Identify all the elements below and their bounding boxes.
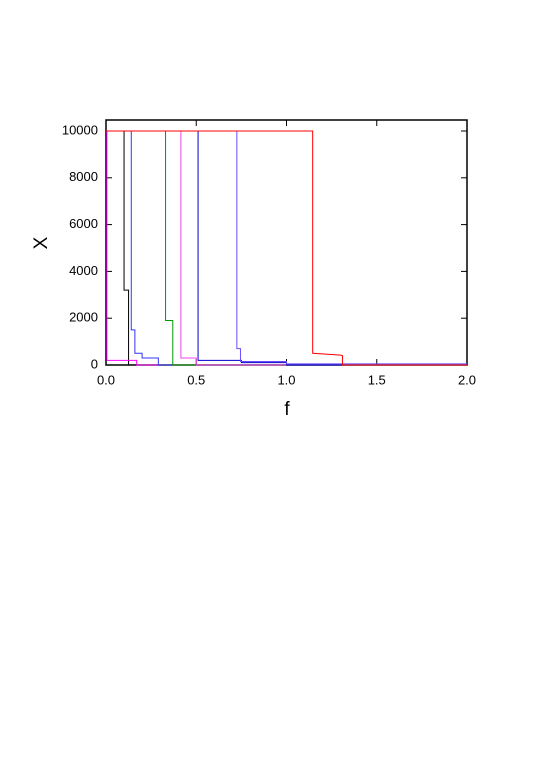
series-line <box>106 130 467 366</box>
y-tick-label: 4000 <box>69 263 98 278</box>
series-line <box>106 130 467 366</box>
x-tick-label: 0.5 <box>187 372 205 387</box>
series-line <box>106 130 467 366</box>
series-line <box>106 130 467 366</box>
y-tick-label: 6000 <box>69 216 98 231</box>
y-tick-label: 2000 <box>69 310 98 325</box>
y-axis-title: X <box>31 236 52 249</box>
series-line <box>106 130 467 365</box>
x-tick-label: 0.0 <box>97 372 115 387</box>
x-axis-title: f <box>284 399 290 420</box>
y-tick-label: 8000 <box>69 169 98 184</box>
y-tick-label: 0 <box>91 356 98 371</box>
x-tick-label: 1.0 <box>277 372 295 387</box>
series-line <box>106 130 467 366</box>
series-line <box>106 130 467 366</box>
x-tick-label: 1.5 <box>368 372 386 387</box>
x-tick-label: 2.0 <box>458 372 476 387</box>
plot-frame <box>105 119 468 366</box>
y-tick-label: 10000 <box>62 122 98 137</box>
series-line <box>106 130 467 366</box>
